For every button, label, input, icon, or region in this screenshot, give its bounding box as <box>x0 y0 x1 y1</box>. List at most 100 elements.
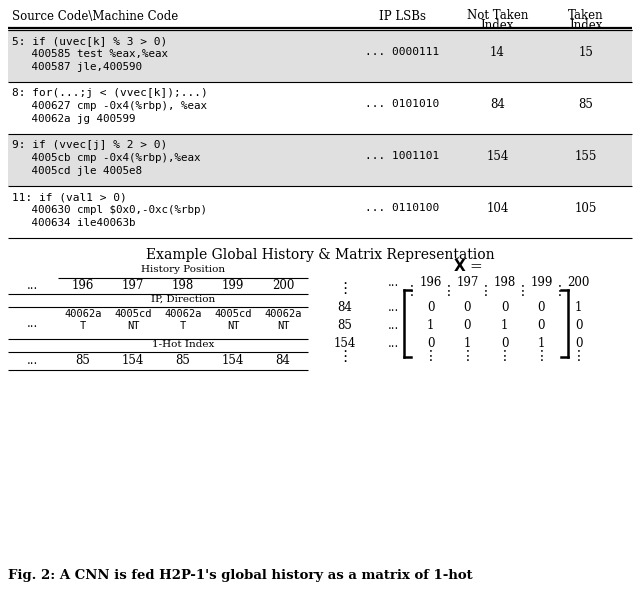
Text: ⋮: ⋮ <box>424 349 437 363</box>
Text: 0: 0 <box>464 319 471 332</box>
Text: 0: 0 <box>464 301 471 314</box>
Text: 4005cd jle 4005e8: 4005cd jle 4005e8 <box>12 166 142 176</box>
Text: ... 0110100: ... 0110100 <box>365 203 440 213</box>
Text: Example Global History & Matrix Representation: Example Global History & Matrix Represen… <box>146 248 494 262</box>
Text: 5: if (uvec[k] % 3 > 0): 5: if (uvec[k] % 3 > 0) <box>12 36 167 46</box>
Text: 4005cb cmp -0x4(%rbp),%eax: 4005cb cmp -0x4(%rbp),%eax <box>12 153 200 163</box>
Text: 0: 0 <box>575 337 582 350</box>
Text: 4005cd: 4005cd <box>214 309 252 319</box>
Text: IP LSBs: IP LSBs <box>379 10 426 23</box>
Text: ⋮: ⋮ <box>337 349 353 364</box>
Text: 1-Hot Index: 1-Hot Index <box>152 340 214 349</box>
Text: NT: NT <box>227 321 239 331</box>
Text: 154: 154 <box>486 149 509 163</box>
Text: 154: 154 <box>122 354 144 367</box>
Text: 40062a: 40062a <box>164 309 202 319</box>
Text: 0: 0 <box>575 319 582 332</box>
Text: 15: 15 <box>579 46 593 58</box>
Text: Taken: Taken <box>568 9 604 22</box>
Text: Not Taken: Not Taken <box>467 9 528 22</box>
Text: 9: if (vvec[j] % 2 > 0): 9: if (vvec[j] % 2 > 0) <box>12 140 167 150</box>
Text: 197: 197 <box>456 276 479 289</box>
Text: 0: 0 <box>538 319 545 332</box>
Text: ...: ... <box>28 279 38 292</box>
Text: 85: 85 <box>579 97 593 110</box>
Text: 199: 199 <box>531 276 553 289</box>
Text: 200: 200 <box>567 276 589 289</box>
Text: 196: 196 <box>419 276 442 289</box>
Text: 0: 0 <box>427 337 435 350</box>
Text: ...: ... <box>388 337 399 350</box>
Text: 400630 cmpl $0x0,-0xc(%rbp): 400630 cmpl $0x0,-0xc(%rbp) <box>12 205 207 215</box>
Text: 40062a: 40062a <box>64 309 102 319</box>
Text: NT: NT <box>276 321 289 331</box>
Text: 200: 200 <box>272 279 294 292</box>
Text: Fig. 2: A CNN is fed H2P-1's global history as a matrix of 1-hot: Fig. 2: A CNN is fed H2P-1's global hist… <box>8 569 472 582</box>
Text: T: T <box>180 321 186 331</box>
Text: ⋮: ⋮ <box>553 284 567 298</box>
Text: 105: 105 <box>575 202 597 214</box>
Text: 0: 0 <box>427 301 435 314</box>
Text: ...: ... <box>388 319 399 332</box>
Text: ... 0000111: ... 0000111 <box>365 47 440 57</box>
Text: 0: 0 <box>500 337 508 350</box>
Text: 1: 1 <box>538 337 545 350</box>
Text: 84: 84 <box>276 354 291 367</box>
Text: 40062a jg 400599: 40062a jg 400599 <box>12 114 136 124</box>
Text: ⋮: ⋮ <box>405 284 419 298</box>
Text: 85: 85 <box>76 354 90 367</box>
Text: 85: 85 <box>337 319 353 332</box>
Text: $\mathbf{X}$ =: $\mathbf{X}$ = <box>452 258 483 274</box>
Text: 1: 1 <box>427 319 434 332</box>
Text: ...: ... <box>388 276 399 289</box>
Bar <box>8 30 632 82</box>
Text: ... 0101010: ... 0101010 <box>365 99 440 109</box>
Text: IP, Direction: IP, Direction <box>151 295 215 304</box>
Text: ... 1001101: ... 1001101 <box>365 151 440 161</box>
Bar <box>8 134 632 186</box>
Text: 84: 84 <box>490 97 505 110</box>
Text: Index: Index <box>481 19 514 32</box>
Text: 197: 197 <box>122 279 144 292</box>
Text: ⋮: ⋮ <box>572 349 586 363</box>
Text: 154: 154 <box>222 354 244 367</box>
Text: 8: for(...;j < (vvec[k]);...): 8: for(...;j < (vvec[k]);...) <box>12 88 208 98</box>
Text: 154: 154 <box>334 337 356 350</box>
Text: ⋮: ⋮ <box>516 284 530 298</box>
Text: 1: 1 <box>501 319 508 332</box>
Text: 198: 198 <box>172 279 194 292</box>
Text: 199: 199 <box>222 279 244 292</box>
Text: 85: 85 <box>175 354 191 367</box>
Text: 400585 test %eax,%eax: 400585 test %eax,%eax <box>12 49 168 59</box>
Text: 400627 cmp -0x4(%rbp), %eax: 400627 cmp -0x4(%rbp), %eax <box>12 101 207 111</box>
Text: 4005cd: 4005cd <box>115 309 152 319</box>
Text: History Position: History Position <box>141 265 225 274</box>
Text: ⋮: ⋮ <box>461 349 474 363</box>
Text: ⋮: ⋮ <box>442 284 456 298</box>
Text: 155: 155 <box>575 149 597 163</box>
Text: 196: 196 <box>72 279 94 292</box>
Text: 198: 198 <box>493 276 516 289</box>
Text: ...: ... <box>28 354 38 367</box>
Text: ...: ... <box>28 317 38 330</box>
Text: 0: 0 <box>538 301 545 314</box>
Text: NT: NT <box>127 321 140 331</box>
Text: 0: 0 <box>500 301 508 314</box>
Text: 84: 84 <box>337 301 353 314</box>
Text: T: T <box>80 321 86 331</box>
Text: 1: 1 <box>575 301 582 314</box>
Text: 104: 104 <box>486 202 509 214</box>
Text: ...: ... <box>388 301 399 314</box>
Text: ⋮: ⋮ <box>479 284 493 298</box>
Text: 14: 14 <box>490 46 505 58</box>
Text: ⋮: ⋮ <box>534 349 548 363</box>
Text: ⋮: ⋮ <box>337 281 353 296</box>
Text: Index: Index <box>570 19 603 32</box>
Text: 1: 1 <box>464 337 471 350</box>
Text: 40062a: 40062a <box>264 309 301 319</box>
Text: Source Code\Machine Code: Source Code\Machine Code <box>12 10 179 23</box>
Text: 400587 jle,400590: 400587 jle,400590 <box>12 62 142 72</box>
Text: ⋮: ⋮ <box>497 349 511 363</box>
Text: 400634 ile40063b: 400634 ile40063b <box>12 218 136 228</box>
Text: 11: if (val1 > 0): 11: if (val1 > 0) <box>12 192 127 202</box>
